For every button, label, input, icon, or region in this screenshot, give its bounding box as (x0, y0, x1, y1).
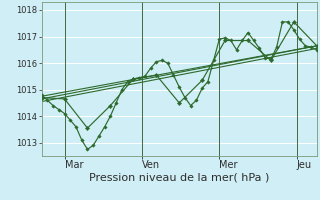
X-axis label: Pression niveau de la mer( hPa ): Pression niveau de la mer( hPa ) (89, 173, 269, 183)
